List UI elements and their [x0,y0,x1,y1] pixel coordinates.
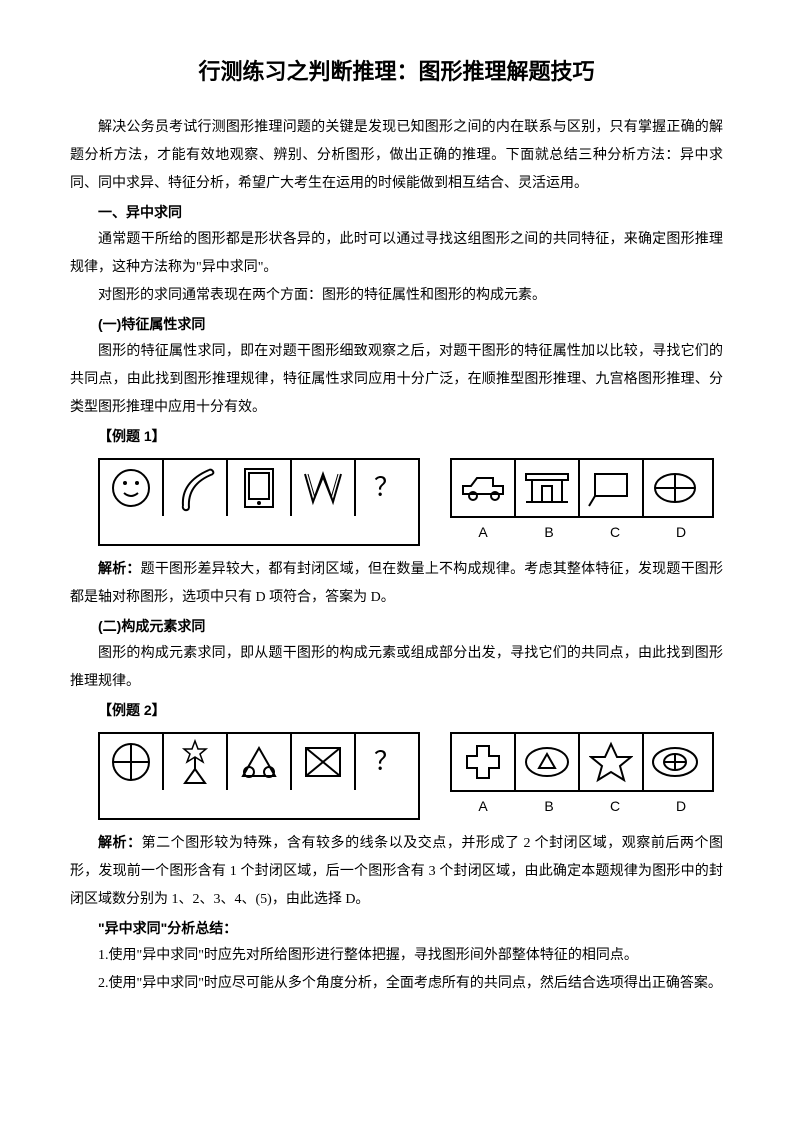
oval-tri-icon [522,744,572,780]
figure-1-labels: A B C D [450,518,714,546]
example-2-label: 【例题 2】 [70,696,723,724]
oval-plus-icon [649,744,701,780]
fig2-cell-2 [164,734,228,790]
tri-circles-icon [235,742,283,782]
fig1-cell-smiley [100,460,164,516]
fig1-cell-w [292,460,356,516]
analysis-label-2: 解析： [98,834,142,850]
circle-plus-icon [109,740,153,784]
fig2-opt-b [516,734,580,790]
car-icon [457,470,509,506]
fig1-cell-curve [164,460,228,516]
figure-1-stems: ？ [98,458,420,546]
fig1-opt-a [452,460,516,516]
example-2-analysis: 解析：第二个图形较为特殊，含有较多的线条以及交点，并形成了 2 个封闭区域，观察… [70,828,723,914]
figure-2: ？ [98,732,723,820]
circle-cross-icon [651,470,699,506]
section-1-2-paragraph: 图形的构成元素求同，即从题干图形的构成元素或组成部分出发，寻找它们的共同点，由此… [70,640,723,696]
building-icon [522,468,572,508]
section-1-1-paragraph: 图形的特征属性求同，即在对题干图形细致观察之后，对题干图形的特征属性加以比较，寻… [70,338,723,422]
section-1-p1: 通常题干所给的图形都是形状各异的，此时可以通过寻找这组图形之间的共同特征，来确定… [70,226,723,282]
summary-p2: 2.使用"异中求同"时应尽可能从多个角度分析，全面考虑所有的共同点，然后结合选项… [70,970,723,998]
example-1-analysis: 解析：题干图形差异较大，都有封闭区域，但在数量上不构成规律。考虑其整体特征，发现… [70,554,723,612]
analysis-text-1: 题干图形差异较大，都有封闭区域，但在数量上不构成规律。考虑其整体特征，发现题干图… [70,562,723,605]
figure-2-stems: ？ [98,732,420,820]
fig1-cell-tablet [228,460,292,516]
box-x-icon [300,742,346,782]
fig1-opt-b [516,460,580,516]
question-mark: ？ [374,462,400,514]
label-b-2: B [516,792,582,820]
question-mark-2: ？ [374,736,400,788]
example-1-label: 【例题 1】 [70,422,723,450]
label-d: D [648,518,714,546]
label-c: C [582,518,648,546]
section-1-1-heading: (一)特征属性求同 [70,310,723,338]
section-1-p2: 对图形的求同通常表现在两个方面：图形的特征属性和图形的构成元素。 [70,282,723,310]
smiley-icon [109,466,153,510]
summary-heading: "异中求同"分析总结： [70,914,723,942]
fig1-cell-qmark: ？ [356,460,418,516]
label-b: B [516,518,582,546]
label-c-2: C [582,792,648,820]
section-1-2-heading: (二)构成元素求同 [70,612,723,640]
fig2-opt-d [644,734,706,790]
intro-paragraph: 解决公务员考试行测图形推理问题的关键是发现已知图形之间的内在联系与区别，只有掌握… [70,114,723,198]
label-a: A [450,518,516,546]
fig2-cell-qmark: ？ [356,734,418,790]
label-d-2: D [648,792,714,820]
fig2-cell-4 [292,734,356,790]
fig2-cell-3 [228,734,292,790]
analysis-label-1: 解析： [98,560,141,576]
star-tri-icon [175,739,215,785]
section-1-heading: 一、异中求同 [70,198,723,226]
fig1-opt-c [580,460,644,516]
figure-1-options [450,458,714,518]
figure-1: ？ [98,458,723,546]
cross-shape-icon [461,740,505,784]
pentagram-icon [589,740,633,784]
flag-icon [587,468,635,508]
fig1-opt-d [644,460,706,516]
figure-2-options [450,732,714,792]
fig2-opt-c [580,734,644,790]
summary-p1: 1.使用"异中求同"时应先对所给图形进行整体把握，寻找图形间外部整体特征的相同点… [70,942,723,970]
figure-2-labels: A B C D [450,792,714,820]
label-a-2: A [450,792,516,820]
fig2-opt-a [452,734,516,790]
page-title: 行测练习之判断推理：图形推理解题技巧 [70,50,723,94]
fig2-cell-1 [100,734,164,790]
w-icon [299,468,347,508]
curve-icon [171,464,219,512]
tablet-icon [239,465,279,511]
analysis-text-2: 第二个图形较为特殊，含有较多的线条以及交点，并形成了 2 个封闭区域，观察前后两… [70,836,723,907]
